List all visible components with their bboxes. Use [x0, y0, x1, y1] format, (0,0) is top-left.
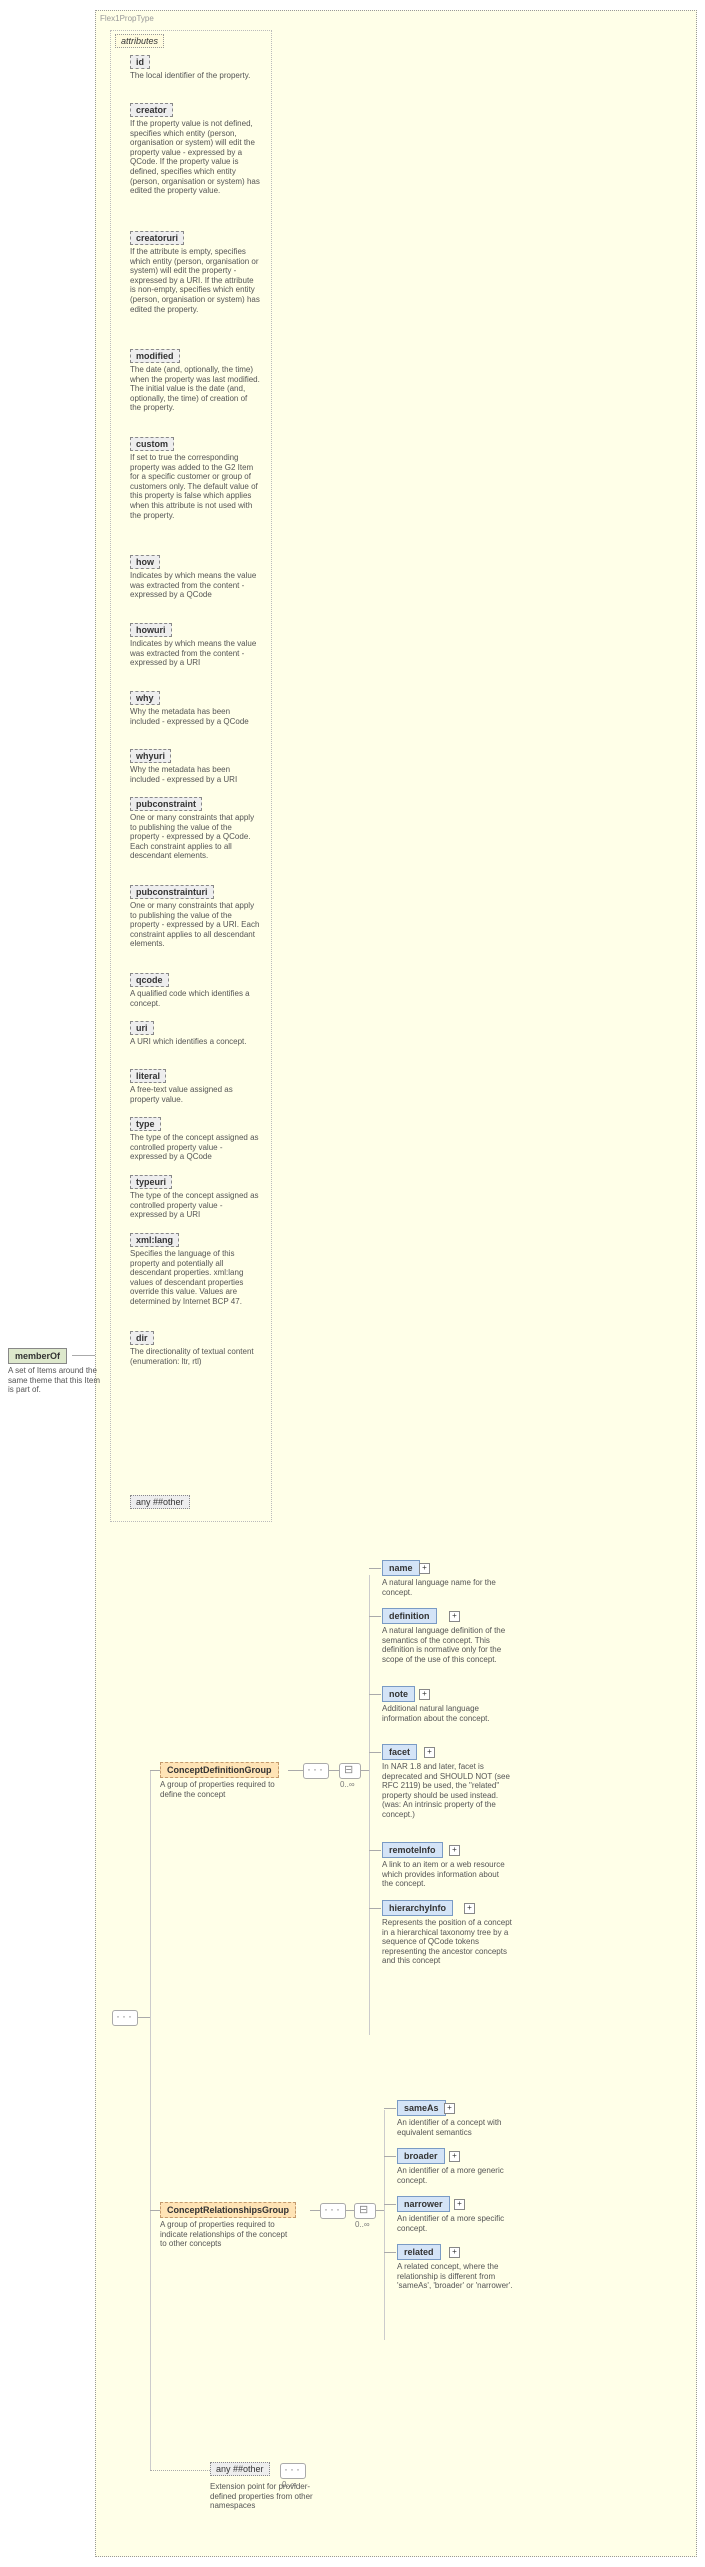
attr-uri[interactable]: uri [130, 1021, 154, 1035]
elem-name[interactable]: name [382, 1560, 420, 1576]
expand-icon[interactable]: + [424, 1747, 435, 1758]
elem-facet[interactable]: facet [382, 1744, 417, 1760]
elem-narrower-desc: An identifier of a more specific concept… [397, 2214, 527, 2233]
attr-qcode-desc: A qualified code which identifies a conc… [130, 989, 260, 1008]
root-element-desc: A set of Items around the same theme tha… [8, 1366, 108, 1395]
expand-icon[interactable]: + [449, 2247, 460, 2258]
rel-group-desc: A group of properties required to indica… [160, 2220, 290, 2249]
attr-custom-desc: If set to true the corresponding propert… [130, 453, 260, 520]
expand-icon[interactable]: + [419, 1689, 430, 1700]
attr-howuri-desc: Indicates by which means the value was e… [130, 639, 260, 668]
rel-choice [354, 2203, 376, 2219]
concept-relationships-group[interactable]: ConceptRelationshipsGroup [160, 2202, 296, 2218]
attr-custom[interactable]: custom [130, 437, 174, 451]
ext-desc: Extension point for provider-defined pro… [210, 2482, 330, 2511]
elem-narrower[interactable]: narrower [397, 2196, 450, 2212]
elem-sameAs-desc: An identifier of a concept with equivale… [397, 2118, 527, 2137]
attr-typeuri[interactable]: typeuri [130, 1175, 172, 1189]
attr-whyuri[interactable]: whyuri [130, 749, 171, 763]
def-group-desc: A group of properties required to define… [160, 1780, 280, 1799]
root-element-label: memberOf [15, 1351, 60, 1361]
attr-modified-desc: The date (and, optionally, the time) whe… [130, 365, 260, 413]
elem-related[interactable]: related [397, 2244, 441, 2260]
attr-pubconstraint-desc: One or many constraints that apply to pu… [130, 813, 260, 861]
elem-hierarchyInfo[interactable]: hierarchyInfo [382, 1900, 453, 1916]
attr-type[interactable]: type [130, 1117, 161, 1131]
attr-type-desc: The type of the concept assigned as cont… [130, 1133, 260, 1162]
attr-creatoruri-desc: If the attribute is empty, specifies whi… [130, 247, 260, 314]
expand-icon[interactable]: + [449, 2151, 460, 2162]
attr-pubconstraint[interactable]: pubconstraint [130, 797, 202, 811]
expand-icon[interactable]: + [449, 1611, 460, 1622]
attr-id-desc: The local identifier of the property. [130, 71, 260, 81]
diagram-canvas: Flex1PropType attributes memberOf A set … [0, 0, 705, 2567]
attr-pubconstrainturi[interactable]: pubconstrainturi [130, 885, 214, 899]
elem-facet-desc: In NAR 1.8 and later, facet is deprecate… [382, 1762, 512, 1820]
attributes-header: attributes [115, 34, 164, 48]
attr-typeuri-desc: The type of the concept assigned as cont… [130, 1191, 260, 1220]
elem-sameAs[interactable]: sameAs [397, 2100, 446, 2116]
expand-icon[interactable]: + [464, 1903, 475, 1914]
type-name: Flex1PropType [100, 14, 154, 24]
elem-name-desc: A natural language name for the concept. [382, 1578, 512, 1597]
attr-how[interactable]: how [130, 555, 160, 569]
attr-creatoruri[interactable]: creatoruri [130, 231, 184, 245]
ext-sequence [280, 2463, 306, 2479]
elem-remoteInfo[interactable]: remoteInfo [382, 1842, 443, 1858]
elem-definition[interactable]: definition [382, 1608, 437, 1624]
attr-literal[interactable]: literal [130, 1069, 166, 1083]
attr-creator-desc: If the property value is not defined, sp… [130, 119, 260, 196]
attr-creator[interactable]: creator [130, 103, 173, 117]
attr-uri-desc: A URI which identifies a concept. [130, 1037, 260, 1047]
elem-related-desc: A related concept, where the relationshi… [397, 2262, 527, 2291]
elem-remoteInfo-desc: A link to an item or a web resource whic… [382, 1860, 512, 1889]
def-sequence [303, 1763, 329, 1779]
attr-howuri[interactable]: howuri [130, 623, 172, 637]
elem-note-desc: Additional natural language information … [382, 1704, 512, 1723]
elem-definition-desc: A natural language definition of the sem… [382, 1626, 512, 1664]
main-sequence [112, 2010, 138, 2026]
expand-icon[interactable]: + [449, 1845, 460, 1856]
expand-icon[interactable]: + [444, 2103, 455, 2114]
elem-broader-desc: An identifier of a more generic concept. [397, 2166, 527, 2185]
attr-qcode[interactable]: qcode [130, 973, 169, 987]
attr-why-desc: Why the metadata has been included - exp… [130, 707, 260, 726]
extension-any: any ##other [210, 2462, 270, 2476]
any-other-attr: any ##other [130, 1495, 190, 1509]
elem-broader[interactable]: broader [397, 2148, 445, 2164]
elem-note[interactable]: note [382, 1686, 415, 1702]
concept-definition-group[interactable]: ConceptDefinitionGroup [160, 1762, 279, 1778]
root-element[interactable]: memberOf [8, 1348, 67, 1364]
rel-sequence [320, 2203, 346, 2219]
attr-how-desc: Indicates by which means the value was e… [130, 571, 260, 600]
attr-dir[interactable]: dir [130, 1331, 154, 1345]
attr-xml:lang-desc: Specifies the language of this property … [130, 1249, 260, 1307]
def-choice [339, 1763, 361, 1779]
attr-id[interactable]: id [130, 55, 150, 69]
attr-whyuri-desc: Why the metadata has been included - exp… [130, 765, 260, 784]
attr-xml:lang[interactable]: xml:lang [130, 1233, 179, 1247]
elem-hierarchyInfo-desc: Represents the position of a concept in … [382, 1918, 512, 1966]
def-occur: 0..∞ [340, 1780, 355, 1789]
attr-modified[interactable]: modified [130, 349, 180, 363]
expand-icon[interactable]: + [454, 2199, 465, 2210]
attr-why[interactable]: why [130, 691, 160, 705]
attr-pubconstrainturi-desc: One or many constraints that apply to pu… [130, 901, 260, 949]
attr-dir-desc: The directionality of textual content (e… [130, 1347, 260, 1366]
attr-literal-desc: A free-text value assigned as property v… [130, 1085, 260, 1104]
rel-occur: 0..∞ [355, 2220, 370, 2229]
expand-icon[interactable]: + [419, 1563, 430, 1574]
